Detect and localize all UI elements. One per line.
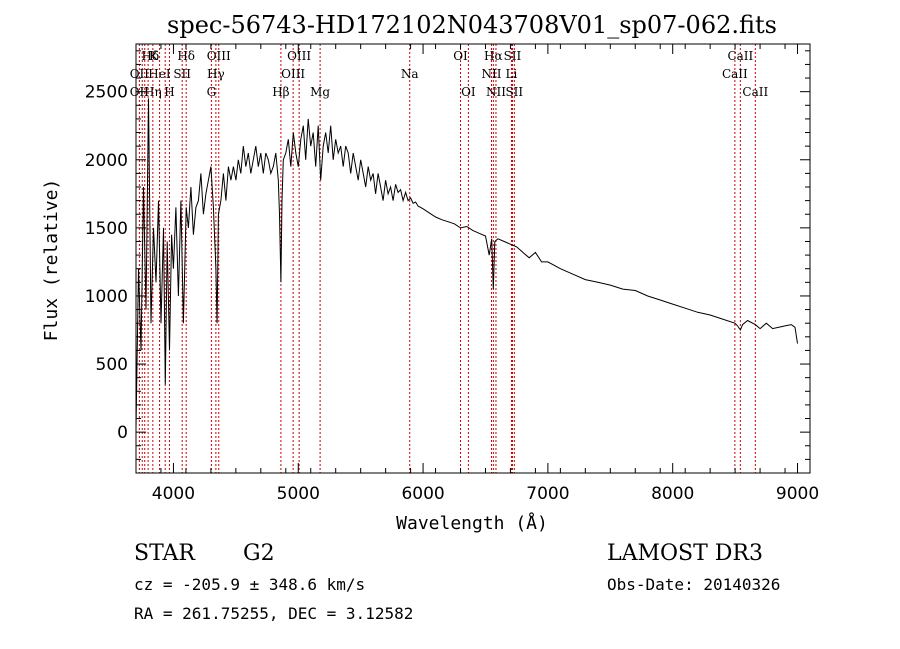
- survey-name: LAMOST DR3: [607, 541, 763, 566]
- x-tick-label: 6000: [401, 484, 444, 504]
- line-label: Hη: [144, 85, 162, 99]
- line-label: SII: [504, 49, 522, 63]
- y-tick-label: 2500: [85, 83, 128, 103]
- x-tick-label: 8000: [651, 484, 694, 504]
- y-tick-label: 0: [117, 423, 128, 443]
- line-label: OIII: [281, 67, 305, 81]
- line-label: Hγ: [207, 67, 225, 81]
- line-label: OIII: [207, 49, 231, 63]
- object-subclass: G2: [243, 541, 275, 566]
- line-label: Hδ: [142, 49, 160, 63]
- x-tick-label: 7000: [526, 484, 569, 504]
- y-tick-label: 1000: [85, 287, 128, 307]
- line-label: Hα: [484, 49, 503, 63]
- line-label: OI: [453, 49, 468, 63]
- line-label: H: [164, 85, 174, 99]
- y-tick-label: 500: [96, 355, 128, 375]
- line-label: CaII: [742, 85, 768, 99]
- y-axis-label: Flux (relative): [41, 179, 62, 342]
- line-label: NII: [486, 85, 506, 99]
- line-label: NII: [481, 67, 501, 81]
- line-marker-layer: [138, 44, 756, 473]
- observation-date: Obs-Date: 20140326: [607, 575, 780, 594]
- y-tick-label: 2000: [85, 151, 128, 171]
- x-axis-label: Wavelength (Å): [396, 512, 548, 534]
- line-label: Na: [401, 67, 419, 81]
- line-label: Mg: [310, 85, 330, 99]
- line-label: Hδ: [177, 49, 195, 63]
- spectrum-series-line: [135, 98, 798, 430]
- line-label: Li: [506, 67, 518, 81]
- line-label: K: [149, 49, 159, 63]
- redshift-cz: cz = -205.9 ± 348.6 km/s: [134, 575, 365, 594]
- chart-title: spec-56743-HD172102N043708V01_sp07-062.f…: [167, 11, 777, 39]
- line-label: Hβ: [272, 85, 289, 99]
- line-label: CaII: [727, 49, 753, 63]
- x-tick-label: 5000: [277, 484, 320, 504]
- line-label: OIII: [287, 49, 311, 63]
- line-label: HeI: [148, 67, 171, 81]
- line-label: OII: [130, 67, 150, 81]
- line-label: OI: [461, 85, 476, 99]
- object-class: STAR: [134, 541, 196, 566]
- coordinates: RA = 261.75255, DEC = 3.12582: [134, 604, 413, 623]
- line-label: SII: [173, 67, 191, 81]
- line-label: SII: [505, 85, 523, 99]
- axis-tick-layer: 4000 5000 6000 7000 8000 9000 0 500 1000 1500 2000…: [85, 44, 819, 504]
- x-tick-label: 9000: [776, 484, 819, 504]
- line-label: CaII: [722, 67, 748, 81]
- line-label: G: [207, 85, 217, 99]
- y-tick-label: 1500: [85, 219, 128, 239]
- plot-frame: [135, 43, 811, 474]
- x-tick-label: 4000: [152, 484, 195, 504]
